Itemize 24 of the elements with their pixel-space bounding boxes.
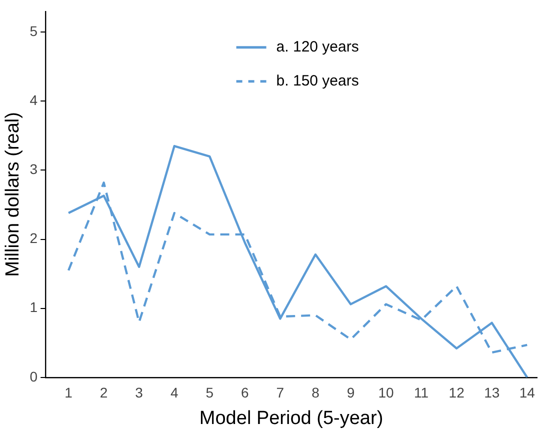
x-tick-label: 14: [519, 384, 536, 401]
y-axis-title: Million dollars (real): [2, 112, 24, 277]
x-tick-label: 7: [276, 384, 284, 401]
legend-label: b. 150 years: [276, 72, 359, 90]
y-tick-label: 3: [30, 161, 38, 178]
y-tick-label: 2: [30, 230, 38, 246]
legend-label: a. 120 years: [276, 38, 359, 56]
x-tick-label: 13: [484, 384, 500, 401]
x-tick-label: 11: [414, 384, 429, 401]
x-tick-label: 1: [64, 384, 73, 401]
x-tick-label: 10: [378, 384, 394, 401]
y-tick-label: 5: [30, 22, 38, 39]
x-tick-label: 12: [448, 384, 465, 401]
y-tick-label: 0: [30, 368, 38, 384]
x-axis-title: Model Period (5-year): [199, 408, 384, 429]
x-tick-label: 5: [206, 384, 214, 401]
y-tick-label: 1: [30, 299, 38, 316]
x-tick-label: 9: [346, 384, 355, 401]
x-tick-label: 4: [170, 384, 178, 401]
x-tick-label: 3: [135, 384, 144, 401]
x-tick-label: 8: [312, 384, 320, 401]
x-tick-label: 6: [241, 384, 250, 401]
y-tick-label: 4: [30, 92, 38, 108]
x-tick-label: 2: [100, 384, 108, 401]
